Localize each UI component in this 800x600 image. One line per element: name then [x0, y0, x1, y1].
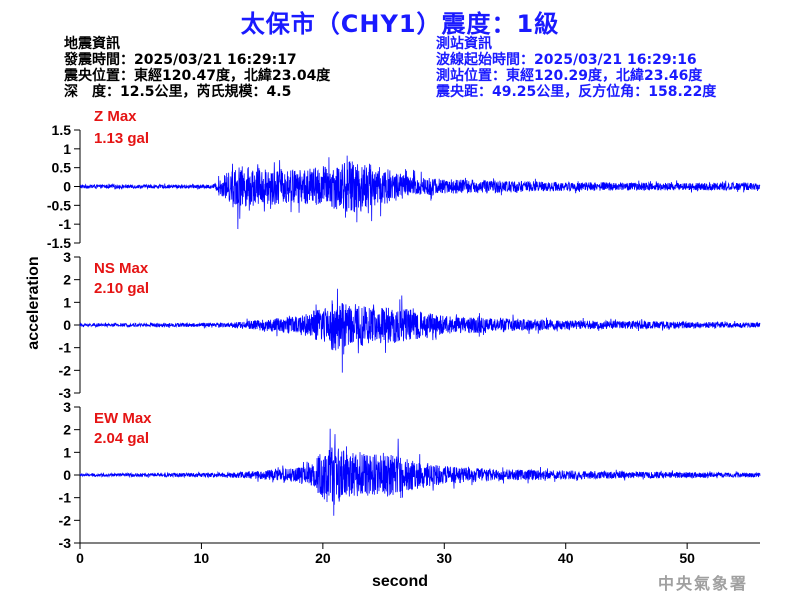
- x-tick-label: 50: [679, 550, 695, 566]
- ns-y-tick-label: -3: [59, 385, 72, 401]
- z-max-label: Z Max: [94, 108, 137, 125]
- x-tick-label: 10: [194, 550, 210, 566]
- station-info-heading: 測站資訊: [436, 36, 492, 52]
- ew-y-tick-label: 0: [63, 467, 71, 483]
- ew-y-tick-label: 2: [63, 422, 71, 438]
- z-y-tick-label: -1: [59, 216, 72, 232]
- station-start-time: 波線起始時間：2025/03/21 16:29:16: [436, 52, 697, 68]
- event-epicenter: 震央位置：東經120.47度，北緯23.04度: [64, 68, 331, 84]
- y-axis-title: acceleration: [25, 256, 42, 349]
- x-tick-label: 40: [558, 550, 574, 566]
- ew-y-tick-label: -3: [59, 535, 72, 551]
- ns-waveform-line: [79, 288, 761, 373]
- ew-max-label: EW Max: [94, 410, 152, 427]
- ns-y-tick-label: -1: [59, 340, 72, 356]
- ns-max-value: 2.10 gal: [94, 280, 149, 297]
- z-y-tick-label: 0: [63, 179, 71, 195]
- ns-y-tick-label: 0: [63, 317, 71, 333]
- ew-y-tick-label: 3: [63, 399, 71, 415]
- ns-y-tick-label: 2: [63, 272, 71, 288]
- agency-footer: 中央氣象署: [657, 574, 748, 593]
- z-max-value: 1.13 gal: [94, 130, 149, 147]
- station-info: 測站資訊 波線起始時間：2025/03/21 16:29:16 測站位置：東經1…: [436, 36, 716, 100]
- ns-y-tick-label: -2: [59, 362, 72, 378]
- station-location: 測站位置：東經120.29度，北緯23.46度: [436, 68, 703, 84]
- ew-y-tick-label: 1: [63, 444, 71, 460]
- event-info: 地震資訊 發震時間：2025/03/21 16:29:17 震央位置：東經120…: [64, 36, 330, 100]
- ew-max-value: 2.04 gal: [94, 430, 149, 447]
- x-tick-label: 20: [315, 550, 331, 566]
- x-axis-title: second: [372, 573, 428, 590]
- x-tick-label: 0: [76, 550, 84, 566]
- x-tick-label: 30: [436, 550, 452, 566]
- page-title: 太保市（CHY1）震度：1級: [240, 10, 560, 38]
- z-y-tick-label: 1: [63, 141, 71, 157]
- ew-y-tick-label: -2: [59, 512, 72, 528]
- z-y-tick-label: 0.5: [52, 160, 72, 176]
- ns-y-tick-label: 3: [63, 249, 71, 265]
- ew-y-tick-label: -1: [59, 490, 72, 506]
- ns-y-tick-label: 1: [63, 294, 71, 310]
- z-waveform-line: [79, 155, 761, 230]
- event-info-heading: 地震資訊: [64, 36, 120, 52]
- ns-max-label: NS Max: [94, 260, 149, 277]
- z-y-tick-label: 1.5: [52, 122, 72, 138]
- event-depth-magnitude: 深 度：12.5公里，芮氏規模：4.5: [64, 84, 292, 100]
- event-origin-time: 發震時間：2025/03/21 16:29:17: [64, 52, 297, 68]
- station-distance-azimuth: 震央距：49.25公里，反方位角：158.22度: [436, 84, 717, 100]
- ew-waveform-line: [79, 428, 761, 516]
- z-y-tick-label: -1.5: [47, 235, 71, 251]
- z-y-tick-label: -0.5: [47, 197, 71, 213]
